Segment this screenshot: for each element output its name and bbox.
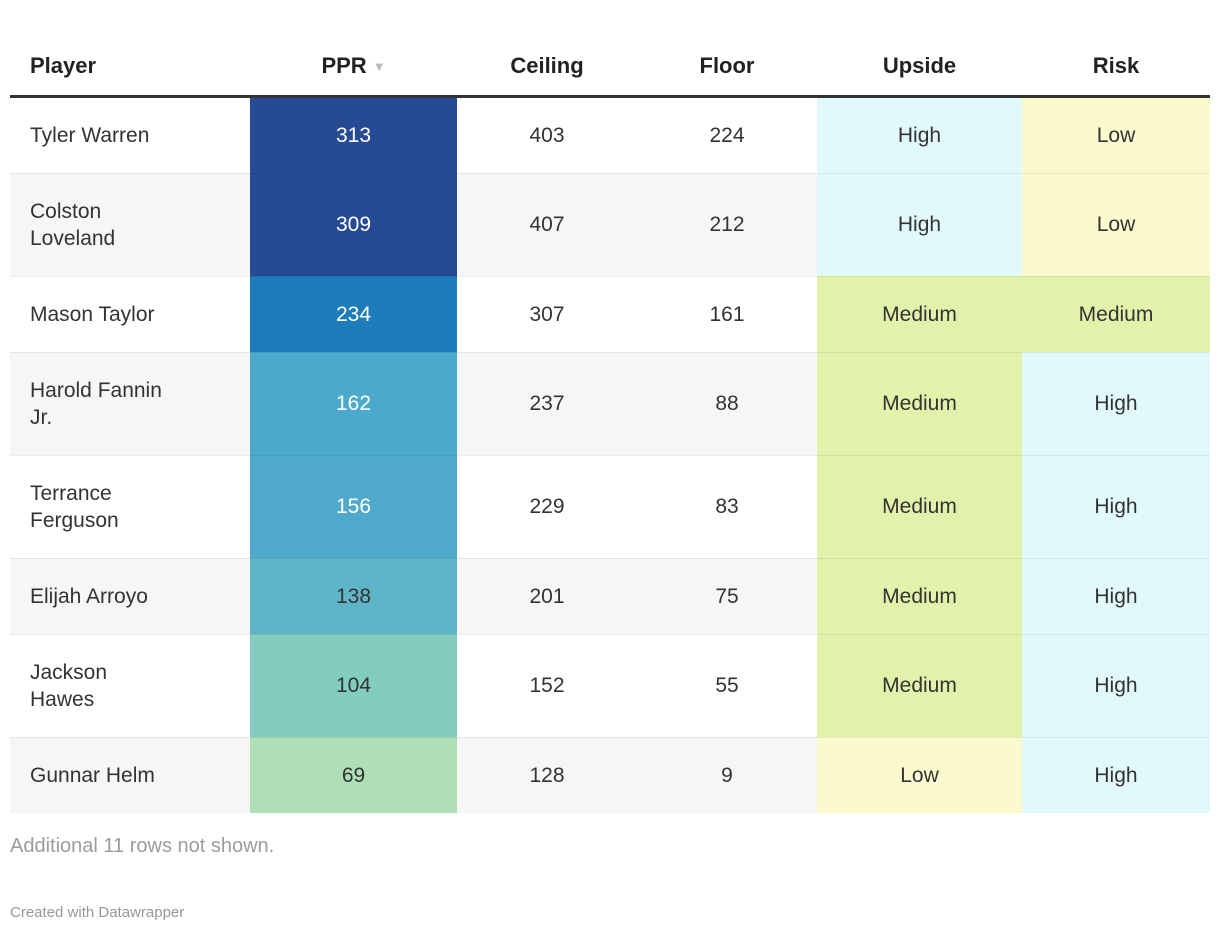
ceiling-cell: 152 xyxy=(457,633,637,737)
upside-cell: High xyxy=(817,172,1022,276)
ppr-cell: 104 xyxy=(250,633,457,737)
ppr-cell: 234 xyxy=(250,275,457,352)
player-cell: Gunnar Helm xyxy=(10,736,250,813)
table-row: Jackson Hawes 104 152 55 Medium High xyxy=(10,633,1210,737)
table-row: Elijah Arroyo 138 201 75 Medium High xyxy=(10,557,1210,634)
column-header-ppr-label: PPR xyxy=(321,53,367,79)
ppr-cell: 309 xyxy=(250,172,457,276)
ppr-cell: 156 xyxy=(250,454,457,558)
table-row: Colston Loveland 309 407 212 High Low xyxy=(10,172,1210,276)
floor-cell: 55 xyxy=(637,633,817,737)
floor-cell: 161 xyxy=(637,275,817,352)
table-row: Harold Fannin Jr. 162 237 88 Medium High xyxy=(10,351,1210,455)
sort-desc-icon: ▼ xyxy=(372,59,386,75)
column-header-risk[interactable]: Risk xyxy=(1022,38,1210,98)
column-header-ppr[interactable]: PPR ▼ xyxy=(250,38,457,98)
ceiling-cell: 307 xyxy=(457,275,637,352)
table-widget: Player PPR ▼ Ceiling Floor Upside Risk Ty… xyxy=(10,38,1210,813)
table-row: Gunnar Helm 69 128 9 Low High xyxy=(10,736,1210,813)
upside-cell: Low xyxy=(817,736,1022,813)
player-cell: Mason Taylor xyxy=(10,275,250,352)
datawrapper-attribution[interactable]: Created with Datawrapper xyxy=(10,903,185,921)
upside-cell: Medium xyxy=(817,557,1022,634)
ceiling-cell: 128 xyxy=(457,736,637,813)
table-row: Mason Taylor 234 307 161 Medium Medium xyxy=(10,275,1210,352)
footnote-rows-not-shown: Additional 11 rows not shown. xyxy=(10,834,275,857)
ppr-cell: 162 xyxy=(250,351,457,455)
ppr-cell: 138 xyxy=(250,557,457,634)
ceiling-cell: 403 xyxy=(529,123,565,147)
player-cell: Jackson Hawes xyxy=(10,633,250,737)
upside-cell: Medium xyxy=(817,275,1022,352)
table-row: Tyler Warren 313 403 224 High Low xyxy=(10,96,1210,173)
floor-cell: 75 xyxy=(637,557,817,634)
risk-cell: Low xyxy=(1022,96,1210,173)
upside-cell: Medium xyxy=(817,633,1022,737)
player-cell: Tyler Warren xyxy=(30,123,150,147)
floor-cell: 83 xyxy=(637,454,817,558)
risk-cell: High xyxy=(1022,557,1210,634)
risk-cell: High xyxy=(1022,454,1210,558)
ceiling-cell: 201 xyxy=(457,557,637,634)
risk-cell: Medium xyxy=(1022,275,1210,352)
player-cell: Elijah Arroyo xyxy=(10,557,250,634)
ceiling-cell: 229 xyxy=(457,454,637,558)
column-header-player[interactable]: Player xyxy=(10,38,250,98)
risk-cell: High xyxy=(1022,633,1210,737)
upside-cell: Medium xyxy=(817,454,1022,558)
header-row: Player PPR ▼ Ceiling Floor Upside Risk xyxy=(10,38,1210,98)
ceiling-cell: 237 xyxy=(457,351,637,455)
player-cell: Harold Fannin Jr. xyxy=(10,351,250,455)
column-header-ceiling[interactable]: Ceiling xyxy=(457,38,637,98)
risk-cell: Low xyxy=(1022,172,1210,276)
risk-cell: High xyxy=(1022,736,1210,813)
ppr-cell: 313 xyxy=(250,96,457,173)
player-projections-table: Player PPR ▼ Ceiling Floor Upside Risk Ty… xyxy=(10,38,1210,813)
player-cell: Colston Loveland xyxy=(10,172,250,276)
floor-cell: 88 xyxy=(637,351,817,455)
column-header-floor[interactable]: Floor xyxy=(637,38,817,98)
floor-cell: 9 xyxy=(637,736,817,813)
floor-cell: 224 xyxy=(709,123,745,147)
ceiling-cell: 407 xyxy=(457,172,637,276)
upside-cell: High xyxy=(817,96,1022,173)
upside-cell: Medium xyxy=(817,351,1022,455)
floor-cell: 212 xyxy=(637,172,817,276)
ppr-cell: 69 xyxy=(250,736,457,813)
column-header-upside[interactable]: Upside xyxy=(817,38,1022,98)
risk-cell: High xyxy=(1022,351,1210,455)
table-row: Terrance Ferguson 156 229 83 Medium High xyxy=(10,454,1210,558)
player-cell: Terrance Ferguson xyxy=(10,454,250,558)
